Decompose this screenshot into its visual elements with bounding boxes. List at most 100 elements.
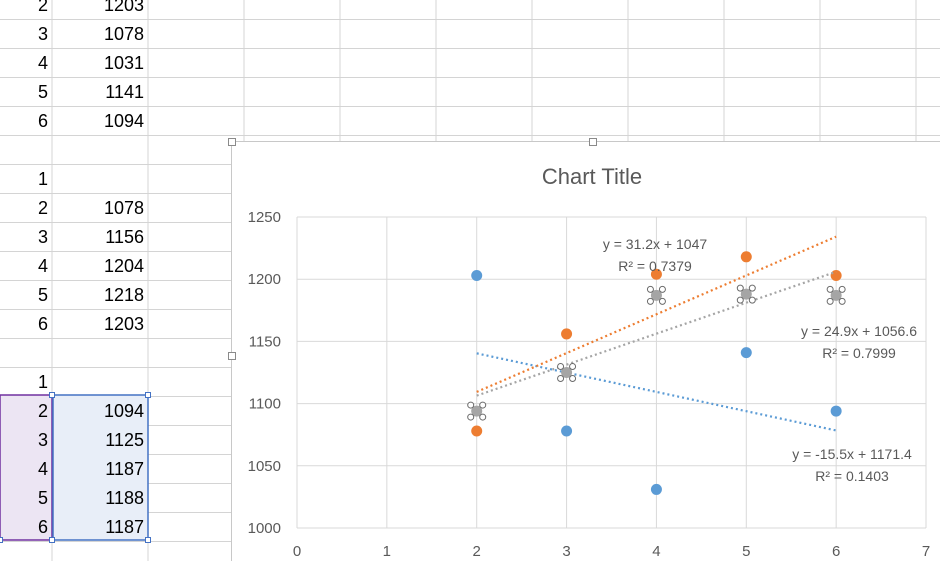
point-selection-handle bbox=[748, 296, 756, 304]
cell-col-b[interactable]: 1094 bbox=[103, 111, 144, 131]
range-handle bbox=[49, 537, 55, 543]
y-tick-label: 1050 bbox=[248, 458, 281, 475]
chart-resize-handle[interactable] bbox=[228, 352, 236, 360]
data-point bbox=[740, 251, 752, 263]
x-tick-label: 5 bbox=[742, 543, 750, 560]
cell-col-b[interactable]: 1188 bbox=[105, 488, 144, 508]
scatter-chart[interactable]: Chart Title 1000 1050 1100 1150 1200 1250 0 1 2 3… bbox=[228, 138, 940, 561]
x-tick-label: 1 bbox=[383, 543, 391, 560]
range-handle bbox=[145, 537, 151, 543]
data-point bbox=[650, 289, 662, 301]
cell-col-a[interactable]: 1 bbox=[37, 169, 48, 189]
point-selection-handle bbox=[557, 375, 565, 382]
data-point bbox=[830, 269, 842, 281]
cell-col-a[interactable]: 5 bbox=[37, 488, 48, 508]
point-selection-handle bbox=[658, 285, 666, 293]
cell-col-a[interactable]: 1 bbox=[37, 372, 48, 392]
cell-col-b[interactable]: 1141 bbox=[105, 82, 144, 102]
cell-col-a[interactable]: 4 bbox=[37, 459, 48, 479]
trendline-series-3 bbox=[476, 270, 837, 397]
trendline-series-2 bbox=[476, 235, 837, 393]
point-selection-handle bbox=[658, 297, 666, 305]
data-point bbox=[471, 425, 483, 437]
point-selection-handle bbox=[557, 363, 565, 370]
data-point bbox=[740, 347, 752, 359]
point-selection-handle bbox=[838, 285, 846, 293]
x-tick-label: 2 bbox=[473, 543, 481, 560]
point-selection-handle bbox=[569, 375, 577, 382]
trendline-equation: y = 24.9x + 1056.6 bbox=[801, 323, 917, 339]
cell-col-b[interactable]: 1187 bbox=[105, 459, 144, 479]
range-handle bbox=[49, 392, 55, 398]
cell-col-a[interactable]: 6 bbox=[37, 517, 48, 537]
point-selection-handle bbox=[467, 401, 475, 409]
point-selection-handle bbox=[646, 297, 654, 305]
y-tick-label: 1150 bbox=[249, 333, 281, 350]
point-selection-handle bbox=[838, 297, 846, 305]
cell-col-b[interactable]: 1156 bbox=[105, 227, 144, 247]
data-point bbox=[830, 289, 842, 301]
data-point bbox=[561, 367, 573, 378]
chart-resize-handle[interactable] bbox=[589, 138, 597, 146]
cell-col-a[interactable]: 3 bbox=[37, 227, 48, 247]
x-tick-label: 0 bbox=[293, 543, 301, 560]
trendline-equation: y = -15.5x + 1171.4 bbox=[792, 446, 912, 462]
data-point bbox=[650, 268, 662, 280]
chart-resize-handle[interactable] bbox=[228, 138, 236, 146]
data-point bbox=[740, 288, 752, 300]
x-tick-label: 4 bbox=[652, 543, 660, 560]
cell-col-a[interactable]: 5 bbox=[37, 82, 48, 102]
y-tick-label: 1200 bbox=[248, 271, 281, 288]
point-selection-handle bbox=[736, 284, 744, 292]
point-selection-handle bbox=[569, 363, 577, 370]
point-selection-handle bbox=[736, 296, 744, 304]
data-point bbox=[471, 405, 483, 417]
data-point bbox=[561, 328, 573, 340]
cell-col-b[interactable]: 1203 bbox=[103, 0, 144, 15]
range-highlight-y bbox=[52, 394, 149, 541]
trendline-r-squared: R² = 0.7999 bbox=[822, 345, 896, 361]
cell-col-a[interactable]: 4 bbox=[37, 256, 48, 276]
point-selection-handle bbox=[826, 297, 834, 305]
y-tick-label: 1100 bbox=[249, 396, 281, 413]
cell-col-a[interactable]: 5 bbox=[37, 285, 48, 305]
cell-col-b[interactable]: 1187 bbox=[105, 517, 144, 537]
cell-col-b[interactable]: 1031 bbox=[103, 53, 144, 73]
cell-col-b[interactable]: 1203 bbox=[103, 314, 144, 334]
point-selection-handle bbox=[479, 413, 487, 421]
cell-col-a[interactable]: 6 bbox=[37, 111, 48, 131]
cell-col-a[interactable]: 2 bbox=[37, 198, 48, 218]
y-tick-label: 1000 bbox=[248, 520, 281, 537]
cell-col-b[interactable]: 1078 bbox=[103, 198, 144, 218]
cell-col-b[interactable]: 1125 bbox=[105, 430, 144, 450]
range-highlight-x bbox=[0, 394, 53, 541]
range-handle bbox=[0, 537, 3, 543]
trendline-r-squared: R² = 0.7379 bbox=[618, 258, 692, 274]
cell-col-a[interactable]: 6 bbox=[37, 314, 48, 334]
cell-col-b[interactable]: 1094 bbox=[103, 401, 144, 421]
cell-col-b[interactable]: 1204 bbox=[103, 256, 144, 276]
cell-col-b[interactable]: 1218 bbox=[103, 285, 144, 305]
data-point bbox=[561, 425, 573, 437]
trendline-r-squared: R² = 0.1403 bbox=[815, 468, 889, 484]
range-handle bbox=[145, 392, 151, 398]
x-tick-label: 6 bbox=[832, 543, 840, 560]
y-tick-label: 1250 bbox=[248, 209, 281, 226]
point-selection-handle bbox=[479, 401, 487, 409]
cell-col-a[interactable]: 2 bbox=[37, 401, 48, 421]
cell-col-a[interactable]: 4 bbox=[37, 53, 48, 73]
chart-title[interactable]: Chart Title bbox=[542, 164, 642, 189]
trendline-equation: y = 31.2x + 1047 bbox=[603, 236, 708, 252]
point-selection-handle bbox=[646, 285, 654, 293]
cell-col-a[interactable]: 3 bbox=[37, 24, 48, 44]
point-selection-handle bbox=[748, 284, 756, 292]
x-tick-label: 3 bbox=[562, 543, 570, 560]
data-point bbox=[471, 269, 483, 281]
cell-col-a[interactable]: 2 bbox=[37, 0, 48, 15]
cell-col-b[interactable]: 1078 bbox=[103, 24, 144, 44]
cell-col-a[interactable]: 3 bbox=[37, 430, 48, 450]
point-selection-handle bbox=[467, 413, 475, 421]
data-point bbox=[650, 483, 662, 495]
x-tick-label: 7 bbox=[922, 543, 930, 560]
data-point bbox=[830, 405, 842, 417]
